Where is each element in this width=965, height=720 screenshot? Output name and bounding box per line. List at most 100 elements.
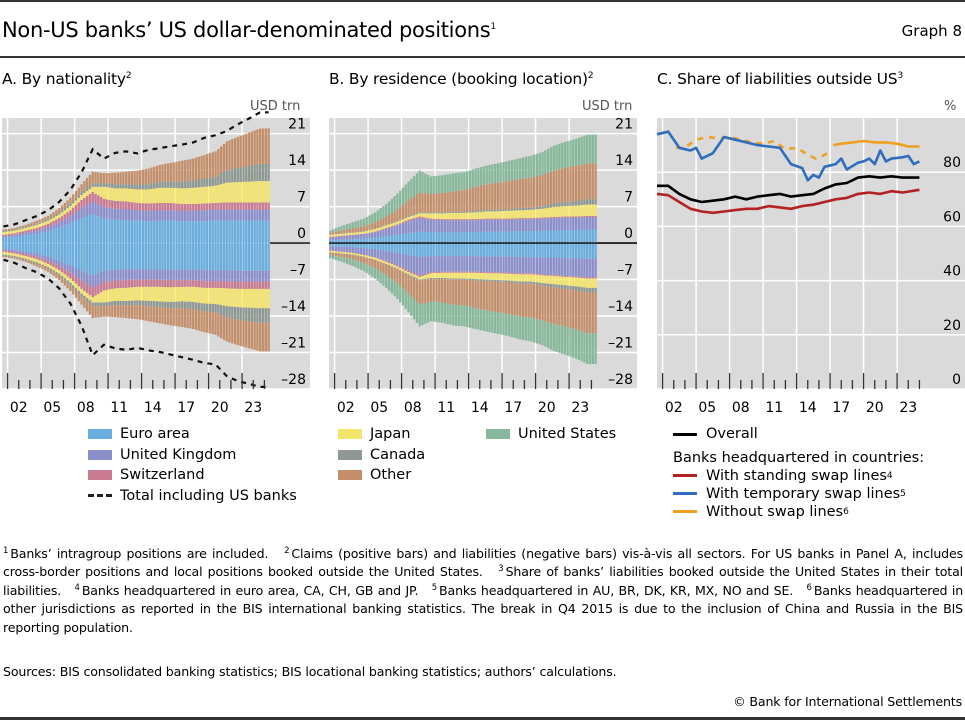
bar-euro-area: [558, 230, 561, 244]
bar-euro-area: [18, 243, 22, 251]
bar-united-states: [594, 134, 597, 164]
bar-united-states: [560, 142, 564, 169]
bar-canada: [236, 307, 240, 320]
bar-united-kingdom: [385, 229, 388, 237]
bar-united-states: [477, 167, 480, 187]
bar-united-kingdom: [72, 214, 75, 222]
bar-canada: [24, 258, 27, 260]
bar-japan: [264, 288, 267, 309]
bar-euro-area: [474, 232, 477, 244]
bar-japan: [368, 230, 371, 233]
bar-japan: [113, 188, 117, 201]
bar-united-states: [412, 299, 416, 320]
bar-other: [83, 181, 86, 190]
bar-switzerland: [66, 212, 69, 218]
bar-other: [368, 258, 371, 266]
bar-euro-area: [60, 226, 64, 244]
bar-euro-area: [231, 243, 234, 271]
bar-canada: [376, 227, 380, 229]
bar-canada: [569, 285, 572, 290]
bar-japan: [544, 208, 547, 218]
bar-euro-area: [102, 218, 106, 244]
bar-united-kingdom: [102, 207, 106, 219]
bar-japan: [141, 286, 145, 301]
bar-united-kingdom: [371, 249, 374, 257]
x-tick-label: 11: [110, 400, 128, 416]
bar-united-states: [399, 285, 402, 303]
bar-japan: [421, 213, 424, 218]
bar-united-states: [524, 156, 527, 179]
bar-united-kingdom: [133, 209, 136, 221]
bar-canada: [102, 302, 106, 307]
bar-other: [337, 231, 340, 234]
bar-switzerland: [340, 251, 343, 252]
bar-other: [379, 219, 382, 227]
bar-euro-area: [55, 228, 58, 244]
bar-euro-area: [158, 220, 161, 244]
bar-other: [228, 318, 231, 343]
bar-japan: [421, 276, 424, 280]
bar-canada: [491, 279, 494, 282]
bar-united-kingdom: [566, 258, 569, 277]
bar-other: [519, 178, 522, 209]
bar-other: [468, 188, 472, 212]
bar-canada: [546, 283, 550, 287]
bar-united-states: [558, 325, 561, 353]
bar-japan: [222, 288, 226, 306]
bar-euro-area: [161, 243, 164, 270]
bar-united-kingdom: [172, 210, 175, 221]
bar-switzerland: [219, 281, 223, 289]
bar-canada: [256, 308, 259, 323]
bar-other: [357, 227, 360, 232]
x-tick-label: 17: [177, 400, 195, 416]
bar-united-states: [563, 141, 567, 169]
bar-united-kingdom: [99, 271, 103, 284]
bar-euro-area: [85, 243, 89, 274]
bar-united-kingdom: [35, 253, 39, 257]
bar-other: [457, 279, 460, 306]
bar-euro-area: [144, 221, 147, 244]
bar-united-states: [499, 162, 502, 183]
bar-united-kingdom: [247, 209, 251, 221]
bar-canada: [546, 204, 550, 208]
bar-united-states: [471, 307, 474, 329]
bar-united-kingdom: [119, 269, 122, 281]
bar-canada: [404, 217, 407, 219]
bar-switzerland: [155, 203, 159, 211]
bar-switzerland: [259, 281, 262, 289]
bar-united-states: [460, 172, 463, 191]
graph-number: Graph 8: [901, 22, 962, 40]
bar-switzerland: [105, 281, 108, 290]
bar-canada: [452, 278, 455, 280]
bar-switzerland: [446, 219, 449, 221]
bar-euro-area: [340, 243, 343, 247]
bar-switzerland: [376, 230, 380, 232]
bar-japan: [63, 210, 66, 215]
bar-switzerland: [588, 215, 592, 218]
bar-canada: [18, 257, 22, 259]
bar-united-kingdom: [49, 225, 53, 231]
bar-united-kingdom: [250, 270, 254, 282]
bar-switzerland: [354, 252, 357, 254]
bar-united-kingdom: [555, 217, 558, 231]
bar-other: [127, 305, 131, 319]
bar-united-kingdom: [127, 209, 131, 221]
bar-united-kingdom: [421, 256, 424, 275]
bar-united-kingdom: [329, 237, 332, 241]
bar-canada: [399, 270, 402, 271]
bar-other: [225, 317, 228, 342]
bar-united-kingdom: [491, 219, 494, 232]
bar-united-kingdom: [563, 258, 567, 276]
bar-other: [245, 133, 248, 167]
bar-euro-area: [13, 243, 16, 250]
bar-other: [373, 222, 377, 229]
bar-other: [351, 228, 354, 233]
bar-other: [471, 187, 474, 212]
bar-canada: [35, 262, 39, 264]
bar-united-states: [329, 230, 332, 233]
bar-other: [426, 193, 430, 213]
bar-united-states: [421, 172, 424, 193]
bar-japan: [591, 204, 594, 216]
bar-euro-area: [544, 230, 547, 244]
legend-label: Japan: [370, 426, 411, 443]
